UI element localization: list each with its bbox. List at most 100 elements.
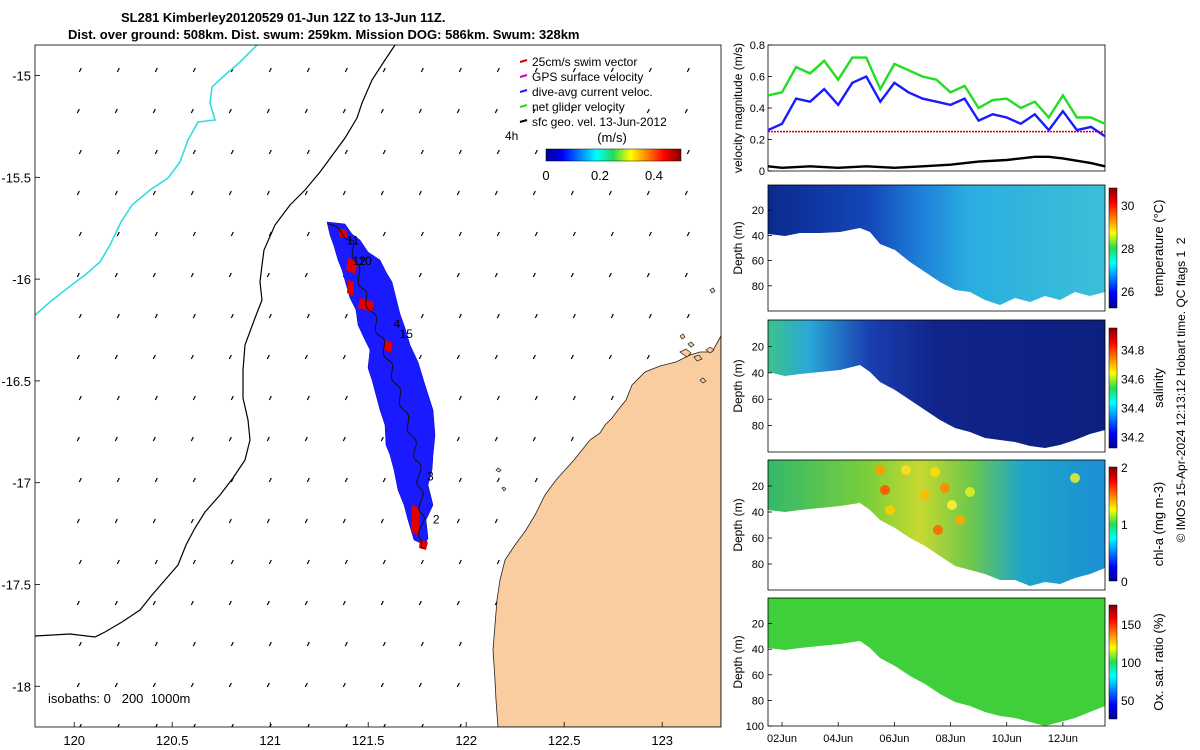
surface-velocity-arrow xyxy=(572,313,576,319)
surface-velocity-arrow xyxy=(154,313,158,319)
section-ytick-label: 60 xyxy=(752,256,764,268)
section-ytick-label: 20 xyxy=(752,341,764,353)
oxygen-panel: Ox. sat. ratio (%) Depth (m) xyxy=(731,597,1166,727)
surface-velocity-arrow xyxy=(382,559,386,565)
surface-velocity-arrow xyxy=(610,67,614,73)
surface-velocity-arrow xyxy=(648,313,652,319)
surface-velocity-arrow xyxy=(304,682,308,688)
surface-velocity-arrow xyxy=(610,395,614,401)
surface-velocity-arrow xyxy=(152,108,156,114)
surface-velocity-arrow xyxy=(684,190,688,196)
surface-velocity-arrow xyxy=(382,641,386,647)
surface-velocity-arrow xyxy=(646,272,650,278)
surface-velocity-arrow xyxy=(342,108,346,114)
surface-velocity-arrow xyxy=(532,354,536,360)
section-colorbar-tick: 28 xyxy=(1121,242,1135,256)
surface-velocity-arrow xyxy=(570,272,574,278)
surface-velocity-arrow xyxy=(534,149,538,155)
surface-velocity-arrow xyxy=(230,231,234,237)
surface-velocity-arrow xyxy=(610,231,614,237)
surface-velocity-arrow xyxy=(228,108,232,114)
surface-velocity-arrow xyxy=(192,641,196,647)
current-velocity-envelope xyxy=(326,221,436,546)
surface-velocity-arrow xyxy=(230,313,234,319)
map-colorbar-tick: 0 xyxy=(542,168,549,183)
surface-velocity-arrow xyxy=(114,436,118,442)
surface-velocity-arrow xyxy=(383,723,386,727)
surface-velocity-arrow xyxy=(192,231,196,237)
date-xtick-label: 10Jun xyxy=(992,733,1022,745)
surface-velocity-arrow xyxy=(307,723,310,727)
figure-subtitle: Dist. over ground: 508km. Dist. swum: 25… xyxy=(68,27,580,42)
land xyxy=(492,335,721,727)
surface-velocity-arrow xyxy=(418,108,422,114)
surface-velocity-arrow xyxy=(76,190,80,196)
section-ytick-label: 80 xyxy=(752,281,764,293)
surface-velocity-arrow xyxy=(154,477,158,483)
map-xtick-label: 122.5 xyxy=(548,733,581,748)
map-xtick-label: 120 xyxy=(63,733,85,748)
section-ytick-label: 60 xyxy=(752,533,764,545)
surface-velocity-arrow xyxy=(570,108,574,114)
figure-title: SL281 Kimberley20120529 01-Jun 12Z to 13… xyxy=(121,10,446,25)
surface-velocity-arrow xyxy=(190,600,194,606)
surface-velocity-arrow xyxy=(76,682,80,688)
surface-velocity-arrow xyxy=(344,67,348,73)
velocity-panel: 0 0.2 0.4 0.6 0.8 velocity magnitude (m/s) xyxy=(731,40,1106,178)
section-ytick-label: 20 xyxy=(752,619,764,631)
surface-velocity-arrow xyxy=(456,436,460,442)
surface-velocity-arrow xyxy=(420,313,424,319)
surface-velocity-arrow xyxy=(266,682,270,688)
surface-velocity-arrow xyxy=(116,477,120,483)
surface-velocity-arrow xyxy=(342,518,346,524)
surface-velocity-arrow xyxy=(268,477,272,483)
velocity-series-line xyxy=(767,74,1106,138)
surface-velocity-arrow xyxy=(420,149,424,155)
chla-hotspot xyxy=(885,505,895,515)
oxygen-colorbar xyxy=(1108,604,1118,720)
surface-velocity-arrow xyxy=(418,272,422,278)
surface-velocity-arrow xyxy=(306,149,310,155)
surface-velocity-arrow xyxy=(345,723,348,727)
surface-velocity-arrow xyxy=(684,272,688,278)
oxygen-section xyxy=(768,598,1105,726)
map-ytick-label: -18 xyxy=(12,679,31,694)
surface-velocity-arrow xyxy=(496,395,500,401)
surface-velocity-arrow xyxy=(230,149,234,155)
section-ytick-label: 80 xyxy=(752,695,764,707)
surface-velocity-arrow xyxy=(306,559,310,565)
surface-velocity-arrow xyxy=(382,477,386,483)
chla-hotspot xyxy=(1070,473,1080,483)
surface-velocity-arrow xyxy=(342,436,346,442)
chla-hotspot xyxy=(920,490,930,500)
surface-velocity-arrow xyxy=(114,518,118,524)
surface-velocity-arrow xyxy=(116,67,120,73)
section-colorbar-tick: 34.8 xyxy=(1121,344,1145,358)
chla-hotspot xyxy=(901,465,911,475)
temperature-cb-label: temperature (°C) xyxy=(1151,200,1166,297)
surface-velocity-arrow xyxy=(78,559,82,565)
map-xtick-label: 122 xyxy=(455,733,477,748)
velocity-ytick-label: 0.8 xyxy=(750,40,765,52)
section-ytick-label: 60 xyxy=(752,670,764,682)
scale-label: 4h xyxy=(505,129,518,143)
oxygen-ylabel: Depth (m) xyxy=(731,635,745,688)
date-xtick-label: 12Jun xyxy=(1048,733,1078,745)
surface-velocity-arrow xyxy=(230,395,234,401)
surface-velocity-arrow xyxy=(114,682,118,688)
surface-velocity-arrow xyxy=(572,231,576,237)
legend-label: dive-avg current veloc. xyxy=(532,85,653,99)
surface-velocity-arrow xyxy=(114,190,118,196)
surface-velocity-arrow xyxy=(268,395,272,401)
surface-velocity-arrow xyxy=(608,272,612,278)
map-xtick-label: 121.5 xyxy=(352,733,385,748)
surface-velocity-arrow xyxy=(79,723,82,727)
surface-velocity-arrow xyxy=(458,641,462,647)
chla-hotspot xyxy=(940,483,950,493)
surface-velocity-arrow xyxy=(152,272,156,278)
surface-velocity-arrow xyxy=(152,190,156,196)
